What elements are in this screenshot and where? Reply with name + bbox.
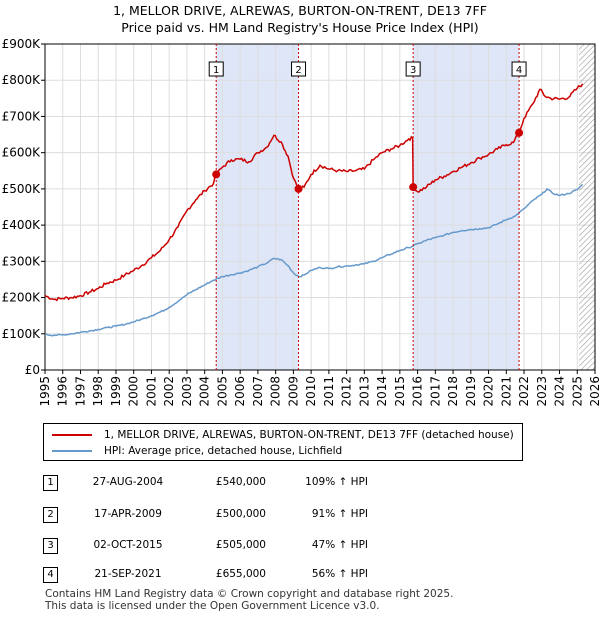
shaded-period [216,44,299,370]
y-tick-label: £200K [2,291,42,305]
x-tick-label: 1997 [73,376,87,407]
x-tick-label: 1998 [91,376,105,407]
forecast-hatch [579,44,595,370]
sale-label-box [208,61,224,77]
shaded-period [413,44,520,370]
x-tick-label: 2021 [499,376,513,407]
x-tick-label: 1995 [38,376,52,407]
x-tick-label: 2011 [322,376,336,407]
footer-copyright: Contains HM Land Registry data © Crown c… [45,588,454,600]
x-tick-label: 2004 [198,376,212,407]
legend-entry-hpi: HPI: Average price, detached house, Lich… [52,443,342,459]
sale-number-box: 1 [43,475,58,491]
sale-date: 27-AUG-2004 [92,476,164,488]
price-paid-line [44,83,584,302]
sale-row: 2 17-APR-2009 £500,000 91% ↑ HPI [43,506,443,524]
sale-point [212,170,221,179]
sale-label-box [291,61,307,77]
sale-price: £540,000 [215,476,266,488]
sale-price: £655,000 [215,568,266,580]
x-tick-label: 2010 [304,376,318,407]
legend-price-label: 1, MELLOR DRIVE, ALREWAS, BURTON-ON-TREN… [104,429,514,441]
x-tick-label: 2018 [446,376,460,407]
chart-title: 1, MELLOR DRIVE, ALREWAS, BURTON-ON-TREN… [113,3,487,18]
x-tick-label: 2009 [286,376,300,407]
price-chart: 1995 1996 1997 1998 1999 2000 2001 2002 2003 2004… [2,37,600,407]
y-tick-label: £500K [2,182,42,196]
sale-date: 02-OCT-2015 [93,539,163,551]
shaded-periods [216,44,520,370]
x-tick-label: 2023 [535,376,549,407]
sale-number-box: 4 [43,567,58,583]
sale-number-box: 3 [43,538,58,554]
x-tick-label: 2019 [464,376,478,407]
sale-price: £505,000 [215,539,266,551]
x-tick-label: 1999 [109,376,123,407]
sale-point [515,128,524,137]
axes: 1995 1996 1997 1998 1999 2000 2001 2002 2003 2004… [2,37,600,407]
sale-number-box: 2 [43,507,58,523]
legend-hpi-swatch [52,450,92,452]
x-tick-label: 2022 [517,376,531,407]
y-tick-label: £600K [2,146,42,160]
sale-label-number: 2 [295,65,301,76]
x-tick-label: 2017 [428,376,442,407]
x-tick-label: 2026 [588,376,600,407]
x-tick-label: 2006 [233,376,247,407]
legend-price-swatch [52,434,92,436]
x-tick-label: 2005 [215,376,229,407]
y-tick-label: £0 [25,363,40,377]
y-tick-label: £300K [2,254,42,268]
footer-licence: This data is licensed under the Open Gov… [45,600,380,612]
x-tick-label: 2007 [251,376,265,407]
sale-label-number: 3 [410,65,416,76]
x-tick-label: 2000 [127,376,141,407]
y-tick-label: £800K [2,73,42,87]
sale-hpi-change: 91% ↑ HPI [311,508,368,520]
legend-hpi-label: HPI: Average price, detached house, Lich… [104,445,343,457]
y-tick-label: £400K [2,218,42,232]
sale-price: £500,000 [215,508,266,520]
y-tick-label: £700K [2,109,42,123]
legend: 1, MELLOR DRIVE, ALREWAS, BURTON-ON-TREN… [43,423,523,461]
sale-label-box [405,61,421,77]
sale-date: 21-SEP-2021 [94,568,162,580]
series [44,83,584,337]
sale-label-number: 4 [516,65,522,76]
y-tick-label: £900K [2,37,42,51]
x-tick-label: 2025 [570,376,584,407]
sale-row: 4 21-SEP-2021 £655,000 56% ↑ HPI [43,566,443,584]
x-tick-label: 2015 [393,376,407,407]
hpi-line [44,183,584,337]
sale-row: 3 02-OCT-2015 £505,000 47% ↑ HPI [43,537,443,555]
x-tick-label: 2014 [375,376,389,407]
x-tick-label: 2013 [357,376,371,407]
sale-row: 1 27-AUG-2004 £540,000 109% ↑ HPI [43,474,443,492]
x-tick-label: 2012 [340,376,354,407]
sale-date: 17-APR-2009 [94,508,162,520]
x-tick-label: 2002 [162,376,176,407]
sale-markers: 1 2 3 4 [208,44,527,370]
sale-hpi-change: 56% ↑ HPI [311,568,368,580]
x-tick-label: 2003 [180,376,194,407]
x-tick-label: 2016 [411,376,425,407]
chart-subtitle: Price paid vs. HM Land Registry's House … [121,20,479,35]
sale-label-number: 1 [213,65,219,76]
forecast-region [579,44,595,370]
x-tick-label: 2024 [553,376,567,407]
legend-entry-price: 1, MELLOR DRIVE, ALREWAS, BURTON-ON-TREN… [52,427,514,443]
plot-frame [44,43,596,371]
sale-hpi-change: 47% ↑ HPI [311,539,368,551]
x-tick-label: 1996 [56,376,70,407]
sale-hpi-change: 109% ↑ HPI [305,476,368,488]
sale-label-box [511,61,527,77]
sale-point [409,183,418,192]
y-tick-label: £100K [2,327,42,341]
x-tick-label: 2008 [269,376,283,407]
sale-point [294,184,303,193]
x-tick-label: 2020 [482,376,496,407]
x-tick-label: 2001 [144,376,158,407]
